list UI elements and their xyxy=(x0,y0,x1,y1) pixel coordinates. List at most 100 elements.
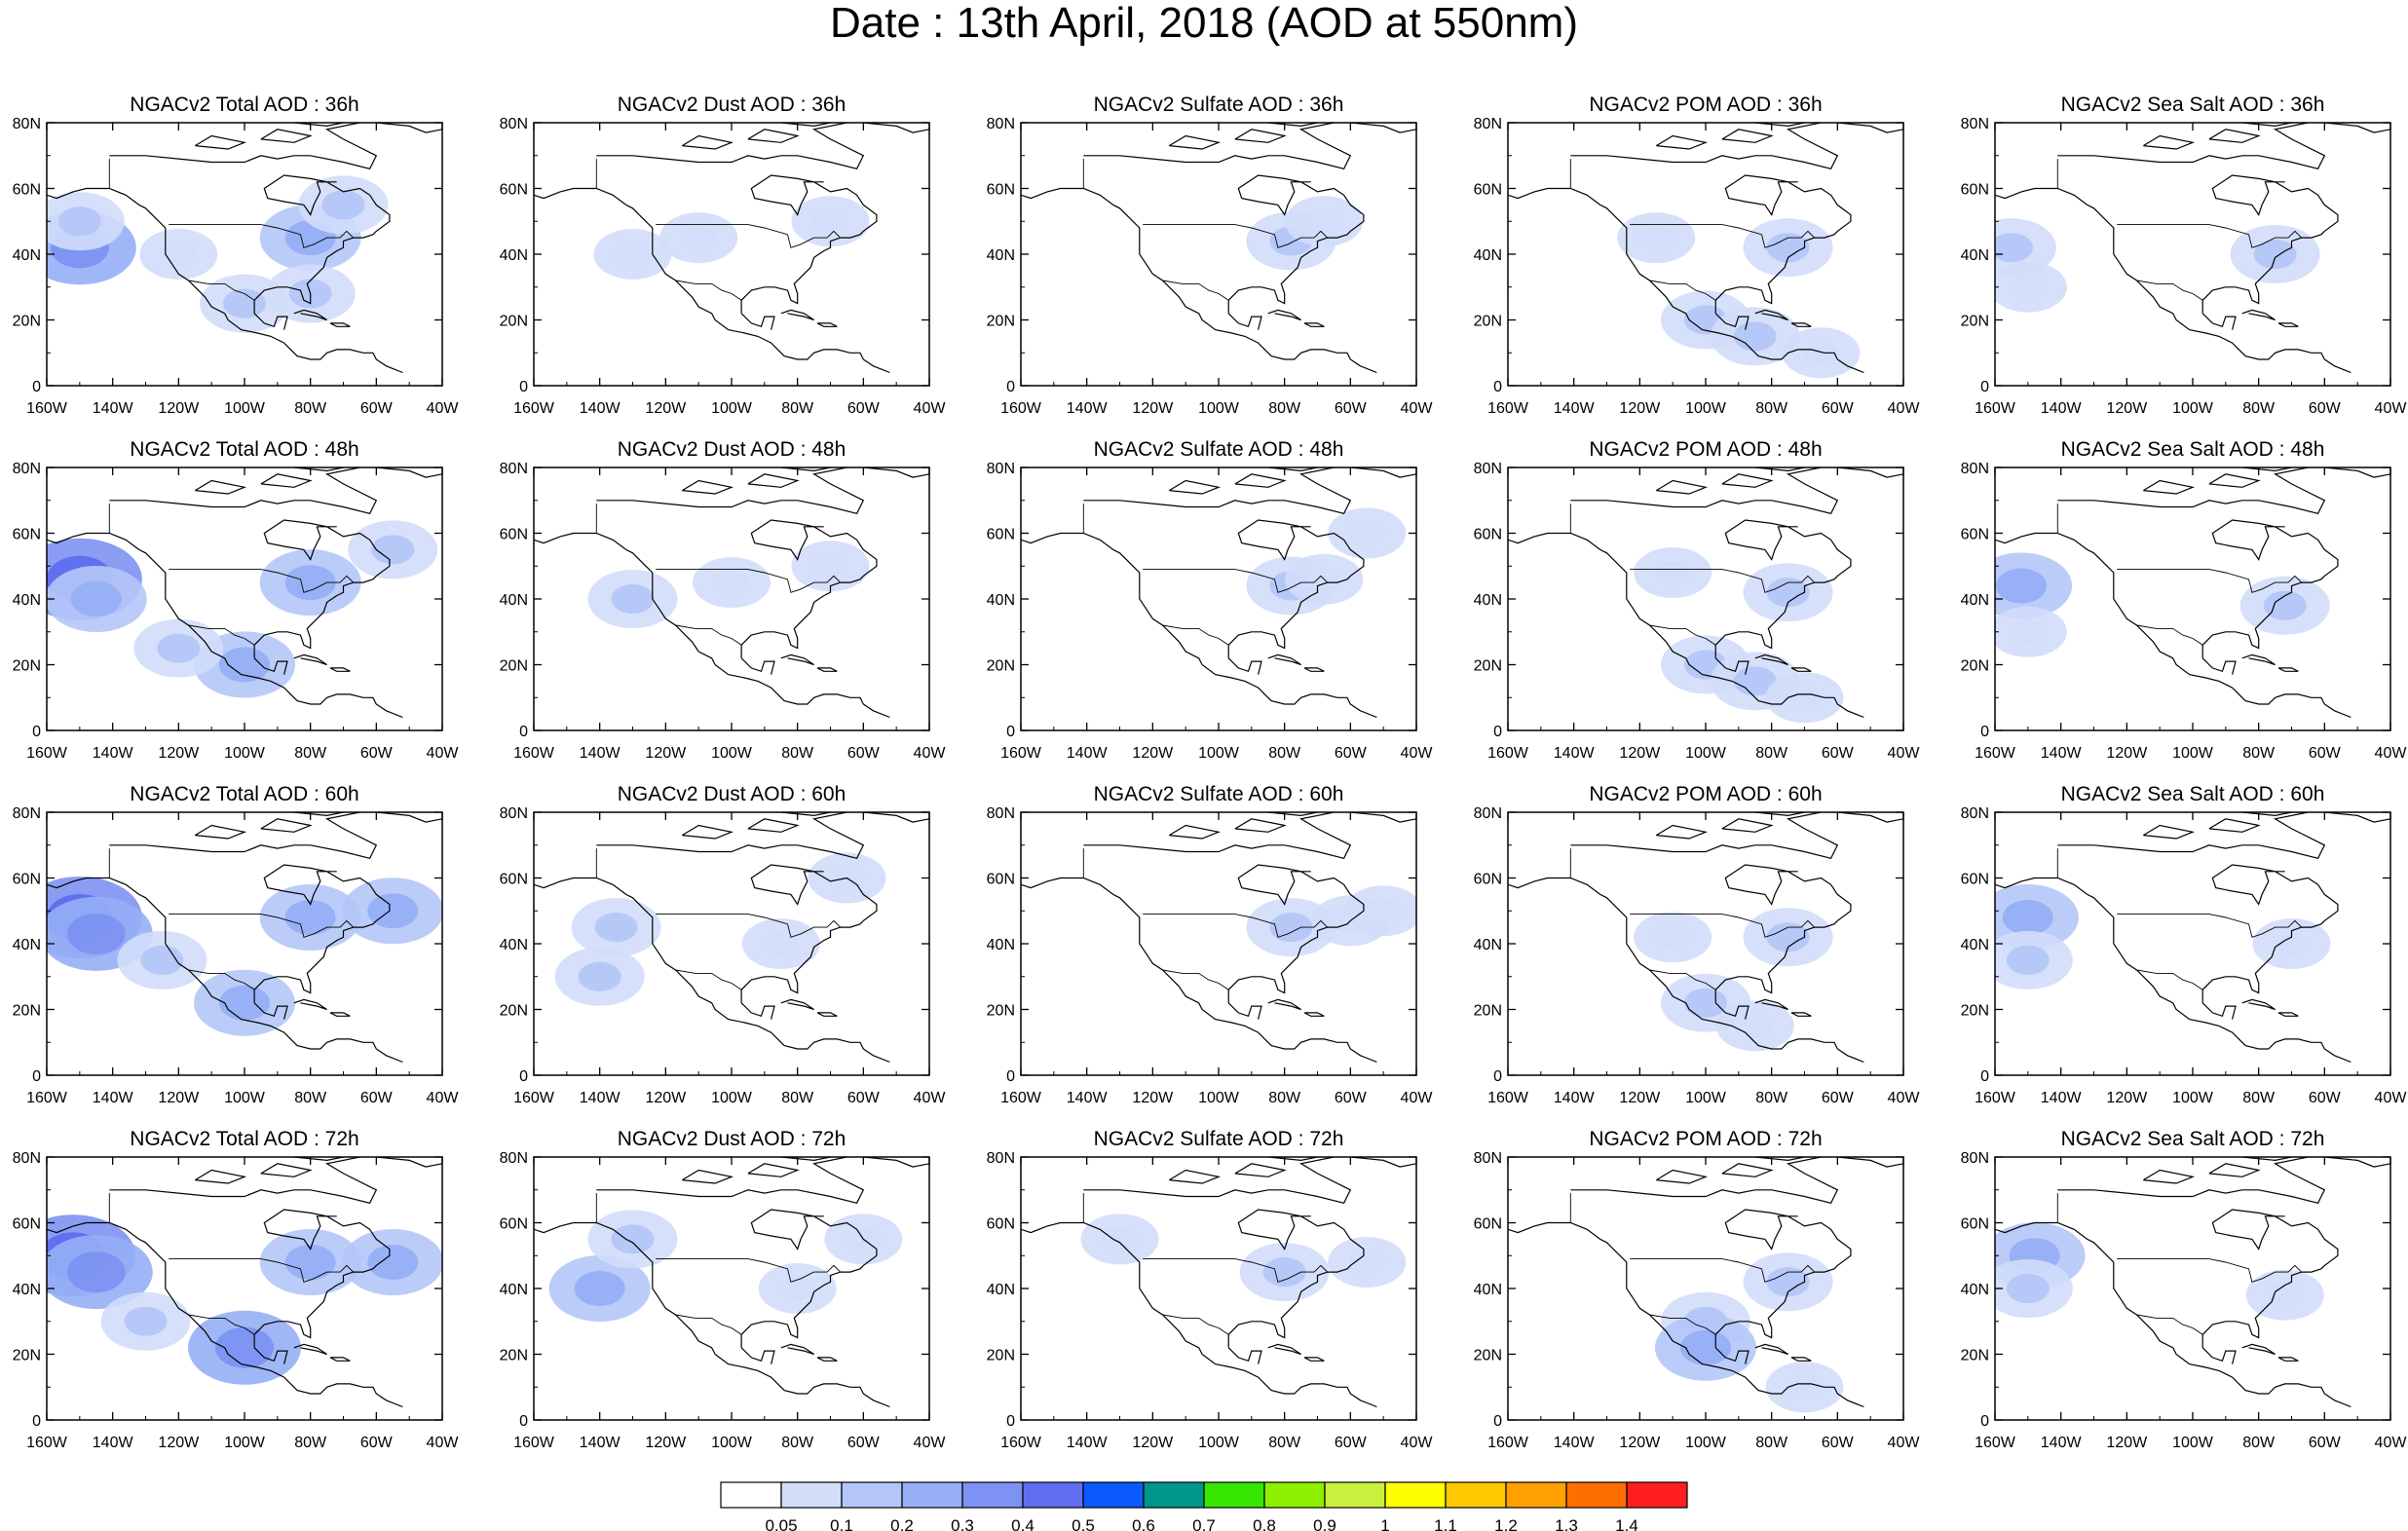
y-tick-label: 40N xyxy=(1474,1282,1502,1298)
x-tick-label: 60W xyxy=(2309,1090,2342,1106)
y-tick-label: 60N xyxy=(13,1216,41,1233)
aod-contour xyxy=(284,1245,336,1280)
country-border xyxy=(169,569,355,593)
x-tick-label: 100W xyxy=(224,1090,266,1106)
coast-line xyxy=(681,479,734,495)
coast-line xyxy=(2201,1002,2237,1020)
country-border xyxy=(1649,624,1716,646)
colorbar-swatch xyxy=(1565,1481,1628,1509)
coast-line xyxy=(1303,322,1325,327)
y-tick-label: 40N xyxy=(987,937,1015,953)
x-tick-label: 80W xyxy=(1268,745,1301,762)
panel-title: NGACv2 Dust AOD : 36h xyxy=(618,93,847,116)
x-tick-label: 160W xyxy=(1975,1435,2016,1451)
y-tick-label: 60N xyxy=(1474,1216,1502,1233)
map-panel-dust-72h: NGACv2 Dust AOD : 72h 160W 140W 120W 100W 80W… xyxy=(500,1128,947,1451)
aod-contour xyxy=(2267,1283,2303,1307)
colorbar-label: 0.8 xyxy=(1253,1516,1276,1531)
aod-contour xyxy=(714,571,749,595)
coast-line xyxy=(1083,123,1352,169)
coast-line xyxy=(47,877,403,1064)
y-tick-label: 20N xyxy=(1961,658,1989,675)
y-tick-label: 80N xyxy=(13,461,41,477)
map-panel-total-60h: NGACv2 Total AOD : 60h 160W 140W 120W 100W 80… xyxy=(13,783,460,1106)
y-tick-label: 80N xyxy=(987,116,1015,132)
y-tick-label: 0 xyxy=(1980,724,1989,740)
panel-title: NGACv2 Sea Salt AOD : 60h xyxy=(2061,783,2325,805)
country-border xyxy=(2136,624,2203,646)
aod-contour xyxy=(124,1306,168,1336)
x-tick-label: 120W xyxy=(1619,400,1661,417)
map-panel-seasalt-36h: NGACv2 Sea Salt AOD : 36h 160W 140W 120W 100… xyxy=(1961,93,2408,417)
x-tick-label: 60W xyxy=(1822,400,1855,417)
x-tick-label: 40W xyxy=(2375,1435,2408,1451)
coastline xyxy=(1508,123,1903,374)
coast-line xyxy=(109,123,378,169)
x-tick-label: 120W xyxy=(645,1090,687,1106)
x-tick-label: 120W xyxy=(158,1090,200,1106)
coast-line xyxy=(1021,187,1377,374)
x-tick-label: 40W xyxy=(1401,745,1434,762)
y-tick-label: 60N xyxy=(500,1216,528,1233)
aod-contour xyxy=(367,1245,419,1280)
x-tick-label: 80W xyxy=(1268,1090,1301,1106)
coast-line xyxy=(780,998,814,1011)
x-tick-label: 80W xyxy=(781,1090,814,1106)
colorbar-swatch xyxy=(1263,1481,1326,1509)
y-tick-label: 80N xyxy=(987,1150,1015,1167)
x-tick-label: 120W xyxy=(1619,1435,1661,1451)
aod-contour xyxy=(284,565,336,601)
map-panel-total-48h: NGACv2 Total AOD : 48h 160W 140W 120W 100W 80… xyxy=(13,438,460,762)
x-tick-label: 80W xyxy=(1755,1090,1788,1106)
y-tick-label: 60N xyxy=(500,527,528,543)
colorbar-label: 0.1 xyxy=(830,1516,853,1531)
y-tick-label: 20N xyxy=(500,658,528,675)
x-tick-label: 140W xyxy=(580,745,621,762)
y-tick-label: 80N xyxy=(987,461,1015,477)
aod-contour xyxy=(2010,619,2046,644)
x-tick-label: 140W xyxy=(1554,400,1596,417)
coast-line xyxy=(1754,812,1805,817)
map-panel-sulfate-60h: NGACv2 Sulfate AOD : 60h 160W 140W 120W 100W… xyxy=(987,783,1434,1106)
aod-contour xyxy=(812,209,848,234)
coast-line xyxy=(780,123,831,128)
coast-line xyxy=(1714,519,1852,658)
y-tick-label: 0 xyxy=(519,379,528,395)
y-tick-label: 20N xyxy=(500,1003,528,1020)
aod-shading xyxy=(1080,1214,1407,1302)
coastline xyxy=(1995,467,2390,719)
map-panel-pom-72h: NGACv2 POM AOD : 72h 160W 140W 120W 100W 80W 6… xyxy=(1474,1128,1921,1451)
country-border xyxy=(1143,1258,1329,1283)
x-tick-label: 60W xyxy=(2309,745,2342,762)
x-tick-label: 80W xyxy=(781,1435,814,1451)
x-tick-label: 160W xyxy=(1000,1435,1042,1451)
aod-shading xyxy=(593,196,870,280)
panel-title: NGACv2 Dust AOD : 60h xyxy=(618,783,847,805)
x-tick-label: 100W xyxy=(711,400,753,417)
coast-line xyxy=(2142,479,2196,495)
x-tick-label: 60W xyxy=(847,1090,881,1106)
country-border xyxy=(1649,280,1716,301)
x-tick-label: 100W xyxy=(2172,745,2214,762)
coast-line xyxy=(1655,134,1709,150)
coast-line xyxy=(1754,1343,1788,1356)
coast-line xyxy=(1267,812,1318,817)
aod-contour xyxy=(611,584,655,614)
aod-contour xyxy=(1766,1267,1810,1297)
colorbar-label: 0.3 xyxy=(951,1516,974,1531)
colorbar-label: 1.3 xyxy=(1555,1516,1578,1531)
x-tick-label: 120W xyxy=(1132,745,1174,762)
aod-shading xyxy=(47,520,438,698)
aod-shading xyxy=(1246,196,1364,271)
y-tick-label: 0 xyxy=(1006,379,1015,395)
coast-line xyxy=(109,467,378,514)
coast-line xyxy=(2201,1209,2339,1348)
aod-contour xyxy=(578,961,621,991)
coast-line xyxy=(1303,1012,1325,1017)
aod-contour xyxy=(1733,321,1777,352)
aod-contour xyxy=(611,1224,655,1254)
x-tick-label: 120W xyxy=(1132,1435,1174,1451)
x-tick-label: 140W xyxy=(1067,400,1109,417)
y-tick-label: 40N xyxy=(500,937,528,953)
x-tick-label: 80W xyxy=(781,400,814,417)
